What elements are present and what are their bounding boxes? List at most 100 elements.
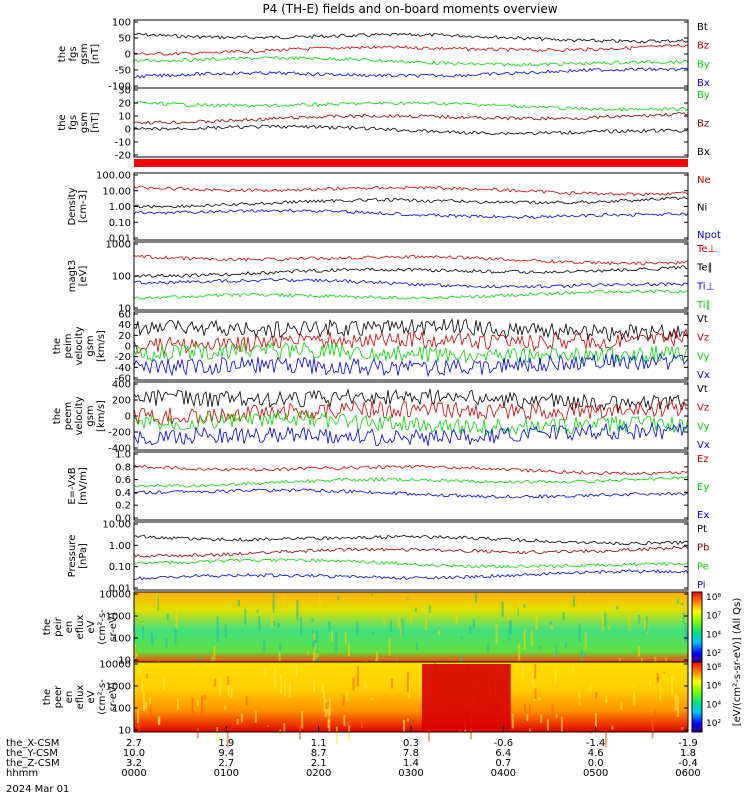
spectrogram-cell (335, 726, 338, 745)
panel-frame (133, 19, 689, 89)
date-label: 2024 Mar 01 (6, 784, 69, 795)
x-row-label: the_Y-CSM (6, 748, 58, 759)
y-tick-label: 0.6 (115, 475, 131, 486)
spectrogram-cell (391, 678, 393, 689)
spectrogram-cell (501, 601, 504, 618)
spectrogram-cell (538, 697, 541, 701)
spectrogram-cell (604, 612, 607, 626)
x-axis: 2.710.03.200001.99.42.701001.18.72.10200… (6, 726, 701, 795)
spectrogram-cell (531, 671, 534, 686)
legend-vt: Vt (697, 384, 708, 395)
spectrogram-cell (671, 676, 674, 696)
y-axis-label-line: magt3 (67, 260, 78, 293)
series-line-by (133, 101, 689, 113)
spectrogram-cell (584, 632, 587, 649)
y-tick-label: 100 (112, 704, 131, 715)
spectrogram-cell (312, 652, 315, 670)
panel-density: Ne Ni Npot 100.00 10.00 1.00 0.10 0.01 Density [c… (67, 171, 721, 245)
legend-pt: Pt (697, 524, 707, 535)
spectrogram-cell (438, 630, 441, 635)
x-tick-label: 0400 (491, 768, 516, 779)
y-tick-label: 10 (118, 726, 131, 737)
spectrogram-cell (370, 593, 373, 596)
x-tick-label: -1.4 (586, 738, 606, 749)
spectrogram-cell (211, 658, 214, 662)
spectrogram-cell (316, 630, 319, 649)
spectrogram-cell (580, 603, 583, 607)
spectrogram-cell (306, 650, 309, 655)
spectrogram-cell (522, 662, 525, 681)
spectrogram-cell (393, 601, 396, 612)
colorbar-tick-label: 10⁸ (706, 593, 721, 603)
spectrogram-cell (163, 677, 166, 690)
spectrogram-cell (279, 729, 282, 737)
legend-vx: Vx (697, 440, 710, 451)
series-line-ni (133, 196, 689, 209)
spectrogram-cell (564, 642, 567, 649)
spectrogram-cell (546, 719, 549, 731)
spectrogram-cell (284, 680, 287, 697)
spectrogram-cell (272, 593, 275, 613)
y-axis-label-line: gsm (85, 405, 96, 426)
spectrogram-cell (633, 692, 636, 706)
spectrogram-cell (283, 723, 286, 733)
legend-bz: Bz (697, 41, 709, 52)
spectrogram-cell (517, 608, 520, 616)
colorbar-tick-label: 10² (706, 649, 721, 659)
spectrogram-cell (589, 732, 592, 734)
spectrogram-cell (280, 673, 282, 695)
spectrogram-cell (165, 637, 168, 649)
y-axis-label-line: (cm²-s- (97, 609, 108, 645)
y-tick-label: 10 (118, 112, 131, 123)
spectrogram-cell (196, 699, 199, 706)
y-axis-label-line: velocity (74, 396, 85, 435)
y-axis-label-line: the (52, 338, 63, 354)
spectrogram-cell (326, 709, 329, 715)
x-tick-label: 0600 (675, 768, 700, 779)
colorbar: 10⁸ 10⁷ 10⁴ 10² 10⁸ 10⁶ 10⁴ 10² [eV/(cm²-s-sr-eV… (691, 591, 743, 733)
colorbar-tick-label: 10⁴ (706, 700, 721, 710)
spectrogram-cell (507, 614, 510, 627)
spectrogram-cell (224, 624, 227, 638)
spectrogram-cell (425, 619, 427, 631)
spectrogram-cell (321, 682, 324, 693)
spectrogram-cell (296, 600, 299, 621)
spectrogram-cell (214, 678, 217, 687)
spectrogram-cell (201, 695, 203, 714)
spectrogram-cell (549, 621, 552, 625)
spectrogram-cell (175, 614, 178, 621)
y-tick-label: 20 (118, 99, 131, 110)
panel-efield: Ez Ey Ex 1.00.8 0.6 0.4 0.2 0.0 E=-VxB [mV/m] (67, 450, 709, 525)
spectrogram-cell (226, 731, 229, 748)
x-tick-label: 1.8 (680, 748, 696, 759)
spectrogram-cell (213, 645, 216, 661)
spectrogram-cell (224, 705, 227, 711)
spectrogram-cell (659, 679, 662, 700)
spectrogram-cell (529, 728, 532, 734)
spectrogram-cell (580, 649, 583, 668)
y-axis-label-line: [km/s] (96, 330, 107, 362)
y-tick-label: 30 (118, 86, 131, 97)
spectrogram-cell (337, 595, 340, 601)
spectrogram-cell (674, 693, 677, 711)
series-line-vx (133, 352, 689, 378)
x-tick-label: 2.1 (311, 758, 327, 769)
spectrogram-cell (216, 632, 219, 643)
panel-peer_spec: 10000 1000 100 10 the peer en eflux eV (cm²-s-sr-… (42, 660, 689, 748)
spectrogram-cell (371, 631, 374, 635)
spectrogram-cell (264, 666, 267, 676)
colorbar-strip (691, 661, 703, 733)
y-axis-label-line: eflux (75, 615, 86, 640)
spectrogram-cell (509, 620, 512, 634)
spectrogram-cell (311, 618, 314, 622)
x-tick-label: 4.6 (588, 748, 604, 759)
spectrogram-cell (535, 614, 538, 630)
y-tick-label: 1000 (106, 612, 131, 623)
y-tick-label: 0 (125, 342, 131, 353)
spectrogram-cell (486, 643, 489, 652)
panel-frame (133, 87, 689, 158)
series-line-vt (133, 388, 689, 412)
y-axis-label-line: [nT] (90, 44, 101, 64)
legend-pb: Pb (697, 543, 709, 554)
